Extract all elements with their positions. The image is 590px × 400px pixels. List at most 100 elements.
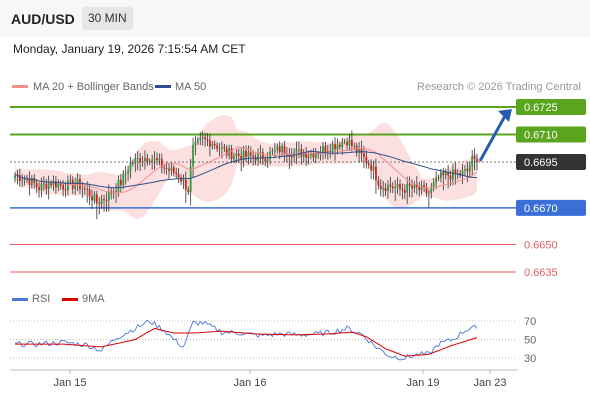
candle-body-22 xyxy=(67,180,69,191)
candle-body-46 xyxy=(124,173,127,175)
candle-body-10 xyxy=(38,186,40,191)
candle-body-149 xyxy=(372,166,375,171)
candle-body-168 xyxy=(418,187,421,190)
candle-body-61 xyxy=(160,158,163,168)
candle-body-80 xyxy=(206,138,209,141)
candle-body-13 xyxy=(45,183,48,190)
candle-body-101 xyxy=(257,153,259,161)
forecast-arrow xyxy=(478,109,512,162)
candle-body-148 xyxy=(370,164,373,171)
candle-body-126 xyxy=(317,153,320,155)
legend-ma20-swatch xyxy=(12,85,28,88)
candle-body-63 xyxy=(165,168,168,169)
candle-body-156 xyxy=(389,184,392,187)
level-box-3 xyxy=(516,199,586,216)
candle-body-123 xyxy=(310,152,312,156)
candle-body-161 xyxy=(401,189,404,190)
candle-body-55 xyxy=(146,157,149,162)
candle-body-183 xyxy=(454,169,457,175)
candle-body-137 xyxy=(343,141,346,143)
legend-rsi-ma-label: 9MA xyxy=(82,293,105,305)
level-label-5: 0.6635 xyxy=(524,267,558,279)
candle-body-57 xyxy=(151,159,154,162)
candle-body-115 xyxy=(290,156,293,158)
candle-body-109 xyxy=(276,146,279,150)
candle-body-177 xyxy=(440,172,442,179)
candle-body-154 xyxy=(384,187,387,192)
candle-body-56 xyxy=(148,161,151,163)
candle-body-19 xyxy=(59,183,62,186)
candle-body-2 xyxy=(18,175,21,181)
candle-body-11 xyxy=(40,183,43,191)
level-label-1: 0.6710 xyxy=(524,130,558,142)
candle-body-121 xyxy=(305,152,308,158)
rsi-tick-0: 70 xyxy=(524,316,536,328)
x-tick-label-1: Jan 16 xyxy=(233,377,266,389)
candle-body-164 xyxy=(408,183,411,186)
candle-body-39 xyxy=(107,191,110,201)
level-box-2 xyxy=(516,154,586,170)
candle-body-60 xyxy=(158,158,161,161)
candle-body-155 xyxy=(387,184,389,192)
candle-body-18 xyxy=(57,183,60,188)
legend-rsi-ma-swatch xyxy=(62,298,78,301)
x-axis: Jan 15 Jan 16 Jan 19 Jan 23 xyxy=(53,370,507,389)
x-tick-label-0: Jan 15 xyxy=(53,377,86,389)
currency-pair: AUD/USD xyxy=(11,11,75,27)
timeframe-badge[interactable]: 30 MIN xyxy=(82,7,133,30)
candle-body-6 xyxy=(28,179,31,185)
candle-body-23 xyxy=(69,179,72,181)
candle-body-173 xyxy=(430,187,433,194)
candle-body-91 xyxy=(233,155,235,160)
candle-body-82 xyxy=(211,143,214,147)
candle-body-185 xyxy=(459,173,462,176)
candle-body-53 xyxy=(141,160,144,163)
candle-body-159 xyxy=(396,184,399,188)
arrow-shaft xyxy=(478,115,507,162)
candle-body-184 xyxy=(456,173,459,175)
candle-body-99 xyxy=(252,155,255,157)
candle-body-31 xyxy=(88,189,91,197)
candle-body-92 xyxy=(235,153,238,156)
candle-body-97 xyxy=(247,152,250,157)
candle-body-49 xyxy=(132,162,134,164)
candle-body-7 xyxy=(30,177,33,185)
candle-body-145 xyxy=(363,153,365,157)
credit-text: Research © 2026 Trading Central xyxy=(417,81,581,93)
candle-body-107 xyxy=(271,150,274,152)
candle-body-93 xyxy=(237,153,240,156)
candle-body-36 xyxy=(100,199,103,204)
candle-body-98 xyxy=(249,152,252,156)
candle-body-172 xyxy=(427,193,430,194)
candle-body-30 xyxy=(86,188,89,190)
candle-body-120 xyxy=(302,152,305,157)
candle-body-78 xyxy=(201,137,204,139)
candle-body-85 xyxy=(218,148,221,150)
candle-body-67 xyxy=(175,172,178,175)
candle-body-79 xyxy=(204,137,206,139)
candle-body-140 xyxy=(350,139,353,147)
candle-body-151 xyxy=(377,180,380,186)
candle-body-47 xyxy=(127,171,129,174)
chart-datetime: Monday, January 19, 2026 7:15:54 AM CET xyxy=(13,42,246,56)
moving-averages xyxy=(14,146,478,194)
candle-body-20 xyxy=(62,185,65,190)
candle-body-191 xyxy=(473,155,476,159)
candle-body-71 xyxy=(184,179,187,190)
ma20-line xyxy=(14,146,478,194)
legend-ma50-label: MA 50 xyxy=(175,81,206,93)
candle-body-190 xyxy=(471,155,474,167)
candle-body-59 xyxy=(156,158,158,161)
candle-body-130 xyxy=(326,151,329,153)
candle-body-150 xyxy=(375,166,377,181)
candle-body-81 xyxy=(209,140,211,147)
candle-body-112 xyxy=(283,146,286,155)
candle-body-160 xyxy=(399,184,401,190)
candle-body-3 xyxy=(21,180,24,182)
ma50-line xyxy=(14,150,478,189)
candle-body-181 xyxy=(449,175,452,180)
candle-body-38 xyxy=(105,200,108,201)
candle-body-70 xyxy=(182,179,185,182)
candle-body-5 xyxy=(26,179,28,180)
candle-body-114 xyxy=(288,156,291,157)
